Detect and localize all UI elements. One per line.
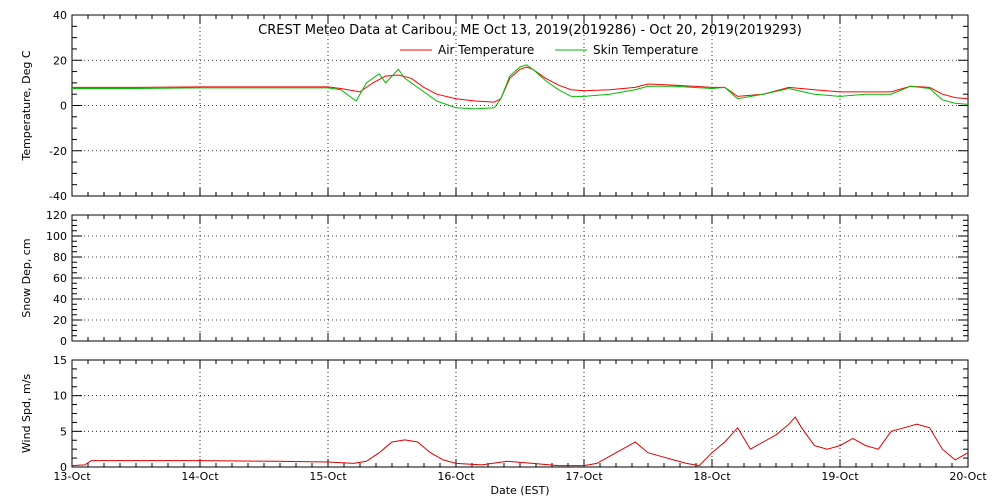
x-tick-label: 13-Oct [53,470,91,483]
y-tick-label: 0 [60,100,67,113]
series-line-wind-speed [71,416,969,467]
wind-speed-panel: 0 5 10 15 Wind Spd, m/s [20,354,969,474]
y-tick-label: 40 [53,293,67,306]
snow-depth-panel: 0 20 40 60 80 100 120 Snow Dep, cm [20,209,969,348]
y-tick-label: 120 [46,209,67,222]
x-tick-label: 19-Oct [821,470,859,483]
x-tick-label: 16-Oct [437,470,475,483]
y-tick-label: 15 [53,354,67,367]
chart-title: CREST Meteo Data at Caribou, ME Oct 13, … [258,23,802,38]
x-axis-label: Date (EST) [490,484,549,497]
legend: Air Temperature Skin Temperature [400,43,698,57]
series-line-skin-temperature [72,64,969,110]
plot-frame [71,359,969,468]
plot-frame [71,14,969,197]
x-tick-label: 20-Oct [949,470,987,483]
y-tick-label: 20 [53,54,67,67]
y-tick-label: 80 [53,251,67,264]
y-axis-label: Wind Spd, m/s [20,374,33,454]
y-tick-label: 10 [53,390,67,403]
legend-label-air: Air Temperature [438,43,534,57]
plot-frame [71,214,969,342]
x-tick-label: 17-Oct [565,470,603,483]
y-tick-label: 40 [53,9,67,22]
y-tick-label: -40 [49,190,67,203]
y-tick-label: 100 [46,230,67,243]
x-tick-labels: 13-Oct 14-Oct 15-Oct 16-Oct 17-Oct 18-Oct 19-O… [53,470,987,483]
series-line-air-temperature [72,66,969,103]
y-tick-label: 0 [60,461,67,474]
x-tick-label: 18-Oct [693,470,731,483]
y-tick-label: 20 [53,314,67,327]
y-tick-label: 60 [53,272,67,285]
y-tick-label: -20 [49,145,67,158]
y-axis-label: Temperature, Deg C [20,50,33,161]
legend-label-skin: Skin Temperature [593,43,698,57]
y-axis-label: Snow Dep, cm [20,238,33,317]
y-tick-label: 0 [60,335,67,348]
x-tick-label: 15-Oct [309,470,347,483]
temperature-panel: -40 -20 0 20 40 Temperature, Deg C [20,9,969,203]
y-tick-label: 5 [60,425,67,438]
x-tick-label: 14-Oct [181,470,219,483]
